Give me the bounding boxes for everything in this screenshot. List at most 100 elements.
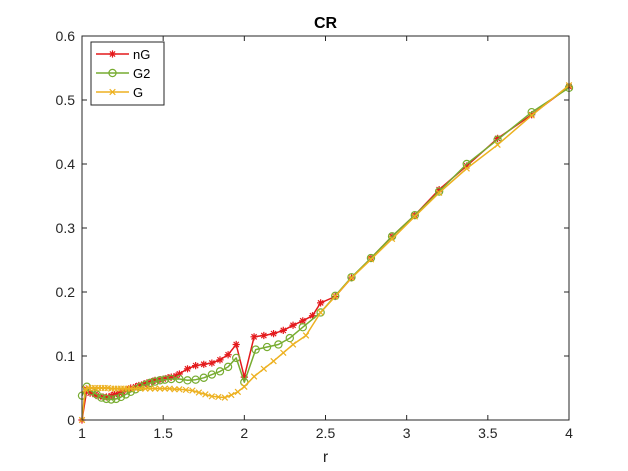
legend-entry-g2: G2 bbox=[96, 66, 150, 81]
data-point-ng bbox=[279, 326, 287, 334]
legend-marker-ng bbox=[108, 50, 117, 58]
data-point-g2 bbox=[493, 135, 502, 144]
data-point-g2 bbox=[285, 333, 294, 343]
y-tick-label: 0.4 bbox=[56, 156, 76, 172]
data-point-g2 bbox=[167, 374, 176, 384]
y-tick-label: 0.1 bbox=[56, 348, 76, 364]
data-point-g2 bbox=[347, 273, 356, 282]
data-point-g2 bbox=[199, 373, 208, 382]
data-point-g2 bbox=[160, 375, 169, 384]
x-tick-label: 3 bbox=[403, 425, 411, 441]
data-point-ng bbox=[250, 333, 258, 341]
data-point-g2 bbox=[183, 376, 192, 385]
data-point-g2 bbox=[434, 187, 444, 196]
data-point-ng bbox=[308, 312, 317, 320]
data-point-g bbox=[260, 365, 268, 373]
data-point-ng bbox=[183, 365, 192, 373]
data-point-g bbox=[146, 385, 154, 392]
data-point-g bbox=[221, 394, 229, 401]
data-point-g bbox=[228, 391, 235, 399]
data-point-ng bbox=[289, 321, 297, 329]
data-point-ng bbox=[131, 383, 140, 391]
legend-marker-g bbox=[109, 88, 116, 96]
data-point-ng bbox=[493, 134, 502, 142]
data-point-g2 bbox=[331, 291, 340, 301]
data-point-g2 bbox=[410, 210, 419, 220]
data-point-g bbox=[195, 389, 203, 396]
data-point-g2 bbox=[298, 323, 307, 332]
data-point-g2 bbox=[145, 378, 155, 388]
data-point-g bbox=[151, 385, 159, 392]
data-point-ng bbox=[192, 362, 200, 370]
data-point-g bbox=[463, 165, 470, 172]
data-point-g bbox=[132, 385, 139, 392]
data-point-ng bbox=[463, 162, 471, 170]
data-point-g bbox=[182, 386, 190, 394]
data-point-g bbox=[215, 393, 222, 401]
data-point-ng bbox=[91, 390, 99, 398]
data-point-g bbox=[156, 385, 164, 392]
data-point-g2 bbox=[97, 393, 106, 402]
data-point-g bbox=[176, 386, 183, 393]
data-point-g2 bbox=[274, 340, 283, 349]
data-point-ng bbox=[232, 340, 240, 349]
data-point-ng bbox=[86, 389, 94, 397]
data-point-g2 bbox=[223, 362, 233, 372]
y-tick-label: 0.6 bbox=[56, 28, 76, 44]
data-point-g2 bbox=[155, 376, 165, 385]
data-point-ng bbox=[216, 356, 224, 364]
data-point-ng bbox=[299, 317, 307, 325]
data-point-g bbox=[137, 385, 144, 392]
data-point-ng bbox=[200, 360, 208, 368]
data-point-ng bbox=[208, 359, 216, 367]
data-point-g2 bbox=[150, 377, 160, 386]
data-point-g2 bbox=[191, 375, 200, 384]
data-point-g bbox=[332, 293, 339, 300]
data-point-g bbox=[142, 385, 149, 392]
data-point-g2 bbox=[111, 394, 121, 404]
data-point-g2 bbox=[102, 394, 111, 404]
data-point-g bbox=[208, 393, 216, 400]
data-point-g bbox=[494, 141, 501, 149]
data-point-g2 bbox=[366, 253, 376, 263]
data-point-ng bbox=[260, 331, 268, 340]
y-tick-label: 0.2 bbox=[56, 284, 76, 300]
data-point-ng bbox=[167, 373, 175, 381]
legend-entry-g: G bbox=[96, 85, 143, 100]
y-tick-label: 0 bbox=[67, 412, 75, 428]
data-point-g2 bbox=[316, 308, 325, 317]
data-point-ng bbox=[102, 393, 110, 401]
data-point-ng bbox=[172, 372, 180, 380]
x-axis-label: r bbox=[323, 449, 329, 466]
x-tick-label: 1 bbox=[78, 425, 86, 441]
data-point-g bbox=[202, 391, 209, 398]
x-tick-label: 3.5 bbox=[478, 425, 498, 441]
data-point-g bbox=[528, 112, 535, 119]
legend-label-g2: G2 bbox=[133, 66, 150, 81]
data-point-g2 bbox=[116, 392, 126, 402]
data-point-ng bbox=[151, 376, 159, 384]
x-axis: 1 1.5 2 2.5 3 3.5 4 bbox=[78, 36, 573, 441]
data-point-g bbox=[241, 383, 248, 390]
data-point-g2 bbox=[232, 353, 241, 363]
data-point-g bbox=[289, 341, 297, 348]
data-point-g2 bbox=[207, 370, 217, 379]
data-point-g2 bbox=[215, 367, 225, 376]
legend-label-g: G bbox=[133, 85, 143, 100]
data-point-g bbox=[189, 387, 196, 394]
data-point-g bbox=[411, 213, 419, 220]
y-tick-label: 0.5 bbox=[56, 92, 76, 108]
data-point-g bbox=[302, 332, 310, 339]
y-axis: 0 0.1 0.2 0.3 0.4 0.5 0.6 bbox=[56, 28, 569, 428]
data-point-g bbox=[250, 373, 258, 380]
data-point-g bbox=[317, 309, 324, 316]
data-point-ng bbox=[175, 370, 183, 378]
data-point-g2 bbox=[251, 345, 260, 354]
legend-entry-ng: nG bbox=[96, 47, 150, 62]
series-layer bbox=[77, 82, 574, 424]
series-g bbox=[78, 82, 573, 424]
legend: nG G2 G bbox=[90, 41, 165, 106]
legend-marker-g2 bbox=[108, 68, 117, 78]
